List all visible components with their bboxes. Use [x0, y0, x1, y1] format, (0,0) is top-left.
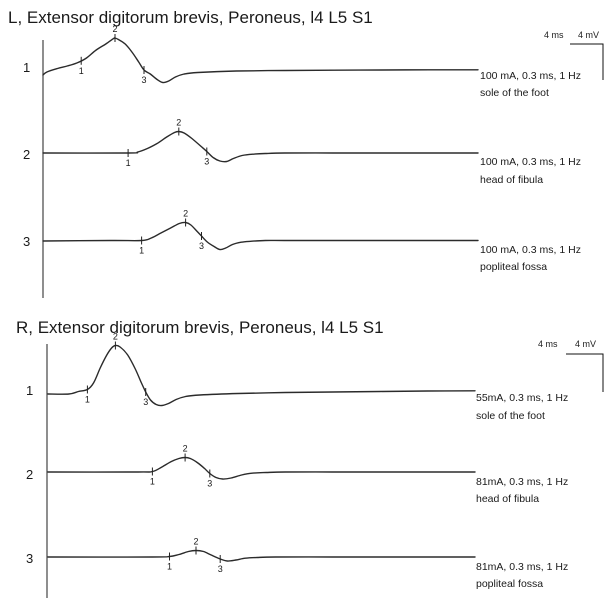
trace-number: 2 [26, 467, 33, 482]
stimulation-site: head of fibula [476, 493, 539, 505]
trace-right-2: 2 81mA, 0.3 ms, 1 Hz head of fibula 1 2 3 [26, 444, 568, 506]
marker-3-label: 3 [143, 397, 148, 407]
waveform-trace [42, 221, 479, 251]
marker-3-label: 3 [204, 157, 209, 167]
stimulus-params: 100 mA, 0.3 ms, 1 Hz [480, 156, 581, 168]
marker-1-label: 1 [79, 66, 84, 76]
marker-2-label: 2 [193, 537, 198, 547]
panel-title-right: R, Extensor digitorum brevis, Peroneus, … [16, 318, 384, 337]
trace-left-1: 1 100 mA, 0.3 ms, 1 Hz sole of the foot … [23, 24, 581, 99]
marker-3-label: 3 [207, 479, 212, 489]
scale-time-label-left: 4 ms [544, 30, 564, 40]
trace-number: 1 [26, 383, 33, 398]
trace-right-3: 3 81mA, 0.3 ms, 1 Hz popliteal fossa 1 2 3 [26, 537, 568, 591]
panel-left: L, Extensor digitorum brevis, Peroneus, … [8, 8, 604, 298]
marker-1-label: 1 [167, 562, 172, 572]
marker-1-label: 1 [139, 246, 144, 256]
marker-2-label: 2 [183, 444, 188, 454]
trace-left-2: 2 100 mA, 0.3 ms, 1 Hz head of fibula 1 2… [23, 118, 581, 187]
scale-bar-right: 4 ms 4 mV [538, 339, 604, 392]
panel-right: R, Extensor digitorum brevis, Peroneus, … [16, 318, 604, 598]
marker-1-label: 1 [150, 477, 155, 487]
marker-2-label: 2 [176, 118, 181, 128]
scale-time-label-right: 4 ms [538, 339, 558, 349]
trace-number: 2 [23, 147, 30, 162]
waveform-trace [47, 344, 476, 407]
stimulation-site: sole of the foot [476, 410, 545, 422]
marker-3-label: 3 [141, 75, 146, 85]
scale-bar-left: 4 ms 4 mV [544, 30, 604, 80]
waveform-trace [47, 456, 476, 480]
stimulation-site: sole of the foot [480, 87, 549, 99]
stimulus-params: 81mA, 0.3 ms, 1 Hz [476, 476, 568, 488]
waveform-trace [47, 549, 476, 562]
stimulation-site: head of fibula [480, 174, 543, 186]
marker-3-label: 3 [199, 241, 204, 251]
stimulus-params: 55mA, 0.3 ms, 1 Hz [476, 392, 568, 404]
marker-2-label: 2 [183, 209, 188, 219]
trace-number: 1 [23, 60, 30, 75]
waveform-trace [42, 130, 479, 163]
scale-amplitude-label-right: 4 mV [575, 339, 596, 349]
waveform-trace [42, 37, 479, 84]
scale-amplitude-label-left: 4 mV [578, 30, 599, 40]
stimulus-params: 100 mA, 0.3 ms, 1 Hz [480, 244, 581, 256]
scale-bar-lines-left [570, 43, 604, 80]
marker-3-label: 3 [218, 564, 223, 574]
panel-title-left: L, Extensor digitorum brevis, Peroneus, … [8, 8, 373, 27]
stimulation-site: popliteal fossa [476, 578, 543, 590]
trace-left-3: 3 100 mA, 0.3 ms, 1 Hz popliteal fossa 1… [23, 209, 581, 274]
marker-2-label: 2 [113, 332, 118, 342]
trace-number: 3 [23, 234, 30, 249]
stimulus-params: 81mA, 0.3 ms, 1 Hz [476, 561, 568, 573]
marker-1-label: 1 [85, 395, 90, 405]
trace-right-1: 1 55mA, 0.3 ms, 1 Hz sole of the foot 1 2… [26, 332, 568, 423]
marker-1-label: 1 [126, 158, 131, 168]
trace-number: 3 [26, 551, 33, 566]
stimulus-params: 100 mA, 0.3 ms, 1 Hz [480, 70, 581, 82]
stimulation-site: popliteal fossa [480, 261, 547, 273]
scale-bar-lines-right [566, 353, 604, 392]
marker-2-label: 2 [112, 24, 117, 34]
